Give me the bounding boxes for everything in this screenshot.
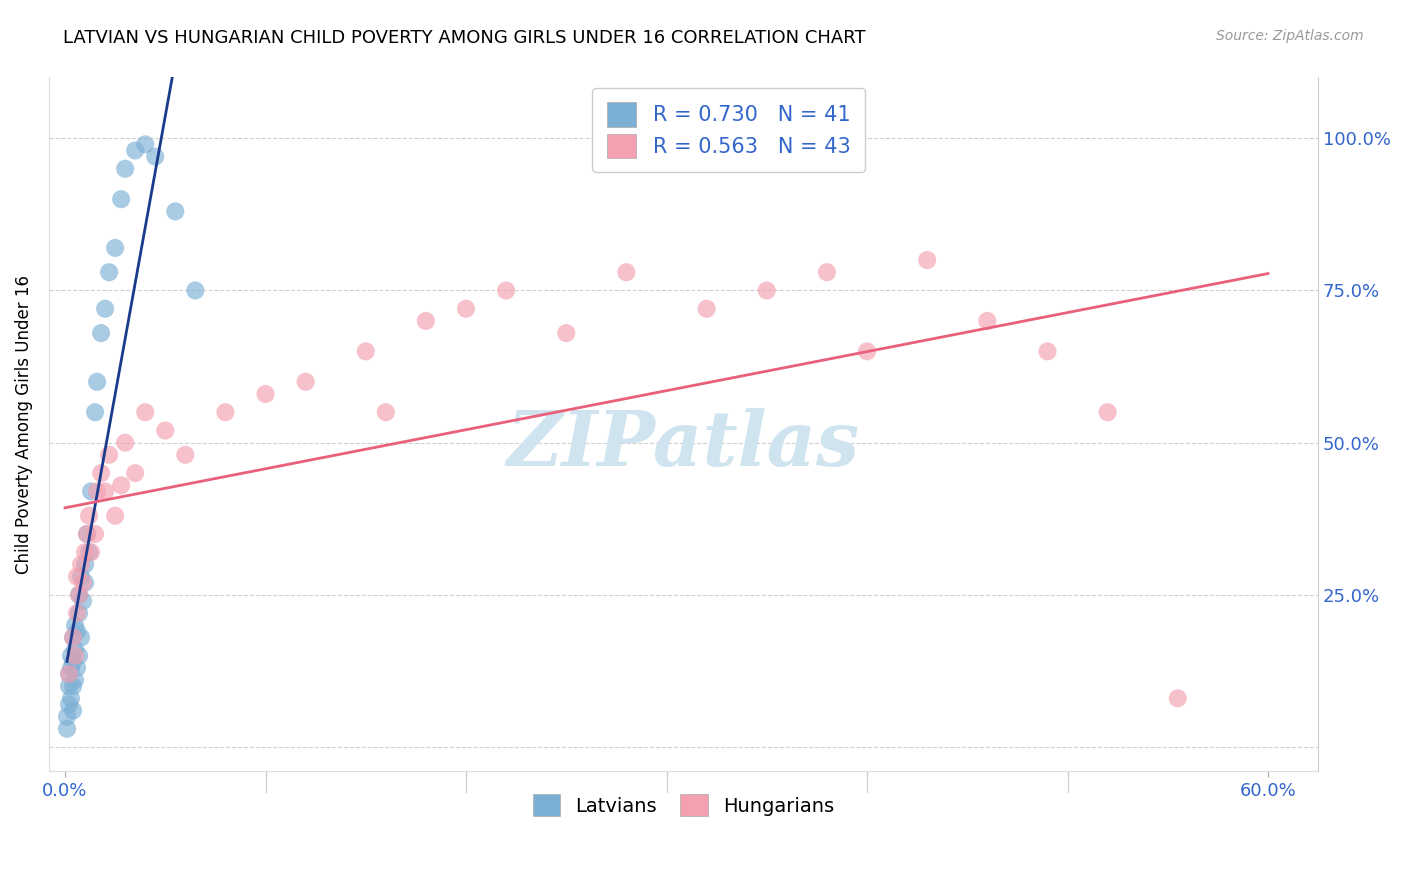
- Point: [77, 508, 100, 523]
- Point: [76, 527, 98, 541]
- Point: [294, 375, 316, 389]
- Point: [114, 161, 136, 176]
- Point: [62, 679, 84, 693]
- Point: [66, 661, 89, 675]
- Point: [90, 466, 112, 480]
- Point: [60, 661, 83, 675]
- Point: [77, 545, 100, 559]
- Point: [60, 648, 83, 663]
- Legend: Latvians, Hungarians: Latvians, Hungarians: [524, 786, 842, 824]
- Point: [63, 648, 86, 663]
- Point: [1167, 691, 1189, 706]
- Point: [165, 204, 187, 219]
- Point: [1036, 344, 1059, 359]
- Text: Source: ZipAtlas.com: Source: ZipAtlas.com: [1216, 29, 1364, 43]
- Point: [58, 667, 80, 681]
- Point: [60, 691, 83, 706]
- Point: [86, 484, 108, 499]
- Point: [214, 405, 236, 419]
- Point: [62, 631, 84, 645]
- Point: [66, 624, 89, 639]
- Point: [76, 527, 98, 541]
- Point: [815, 265, 838, 279]
- Point: [110, 478, 132, 492]
- Point: [70, 569, 93, 583]
- Point: [415, 314, 437, 328]
- Point: [94, 301, 117, 316]
- Point: [63, 642, 86, 657]
- Point: [63, 618, 86, 632]
- Point: [454, 301, 477, 316]
- Point: [67, 588, 90, 602]
- Point: [58, 667, 80, 681]
- Point: [56, 709, 79, 723]
- Point: [755, 284, 778, 298]
- Point: [104, 241, 127, 255]
- Point: [72, 575, 94, 590]
- Point: [374, 405, 396, 419]
- Point: [134, 137, 156, 152]
- Point: [67, 606, 90, 620]
- Point: [98, 265, 121, 279]
- Point: [84, 527, 107, 541]
- Point: [124, 144, 146, 158]
- Point: [104, 508, 127, 523]
- Point: [184, 284, 207, 298]
- Point: [254, 387, 277, 401]
- Point: [73, 558, 96, 572]
- Point: [915, 253, 938, 268]
- Point: [56, 722, 79, 736]
- Point: [155, 424, 177, 438]
- Point: [80, 484, 103, 499]
- Point: [696, 301, 718, 316]
- Point: [124, 466, 146, 480]
- Point: [555, 326, 578, 340]
- Point: [354, 344, 377, 359]
- Point: [62, 655, 84, 669]
- Point: [72, 594, 94, 608]
- Point: [58, 698, 80, 712]
- Point: [1097, 405, 1119, 419]
- Y-axis label: Child Poverty Among Girls Under 16: Child Poverty Among Girls Under 16: [15, 275, 32, 574]
- Text: ZIPatlas: ZIPatlas: [508, 409, 860, 483]
- Point: [70, 631, 93, 645]
- Point: [80, 545, 103, 559]
- Point: [976, 314, 998, 328]
- Point: [143, 150, 166, 164]
- Point: [90, 326, 112, 340]
- Point: [63, 673, 86, 687]
- Point: [856, 344, 879, 359]
- Point: [134, 405, 156, 419]
- Point: [114, 435, 136, 450]
- Point: [73, 575, 96, 590]
- Point: [66, 606, 89, 620]
- Point: [84, 405, 107, 419]
- Point: [66, 569, 89, 583]
- Point: [174, 448, 197, 462]
- Point: [98, 448, 121, 462]
- Text: LATVIAN VS HUNGARIAN CHILD POVERTY AMONG GIRLS UNDER 16 CORRELATION CHART: LATVIAN VS HUNGARIAN CHILD POVERTY AMONG…: [63, 29, 866, 46]
- Point: [616, 265, 638, 279]
- Point: [62, 704, 84, 718]
- Point: [70, 558, 93, 572]
- Point: [495, 284, 517, 298]
- Point: [58, 679, 80, 693]
- Point: [94, 484, 117, 499]
- Point: [67, 648, 90, 663]
- Point: [67, 588, 90, 602]
- Point: [73, 545, 96, 559]
- Point: [86, 375, 108, 389]
- Point: [62, 631, 84, 645]
- Point: [110, 192, 132, 206]
